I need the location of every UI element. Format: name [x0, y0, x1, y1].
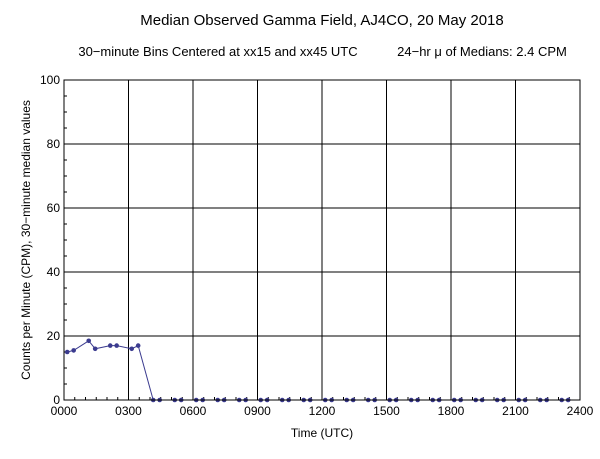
data-point: [107, 343, 113, 348]
x-tick-label: 1800: [438, 404, 465, 418]
series-layer: [64, 338, 571, 403]
y-tick-label: 80: [47, 137, 61, 151]
data-point: [135, 343, 141, 348]
y-tick-label: 60: [47, 201, 61, 215]
x-tick-label: 2400: [567, 404, 594, 418]
y-axis-label: Counts per Minute (CPM), 30−minute media…: [19, 100, 33, 380]
chart-subtitle-bins: 30−minute Bins Centered at xx15 and xx45…: [78, 44, 357, 59]
x-tick-label: 0000: [51, 404, 78, 418]
x-tick-label: 0300: [115, 404, 142, 418]
x-axis-label: Time (UTC): [291, 426, 353, 440]
x-tick-label: 2100: [502, 404, 529, 418]
data-point: [64, 349, 70, 355]
data-point: [129, 346, 135, 352]
chart-title: Median Observed Gamma Field, AJ4CO, 20 M…: [140, 12, 504, 29]
grid: [64, 80, 580, 400]
data-point: [71, 348, 76, 353]
y-tick-label: 0: [53, 393, 60, 407]
y-tick-label: 100: [40, 73, 60, 87]
x-tick-label: 1500: [373, 404, 400, 418]
data-point: [86, 338, 92, 344]
chart-subtitle-mean: 24−hr μ of Medians: 2.4 CPM: [397, 44, 567, 59]
x-tick-label: 0600: [180, 404, 207, 418]
series-line: [67, 340, 569, 401]
y-axis: 0 20 40 60 80 100: [40, 73, 67, 407]
plot-frame: [63, 79, 581, 401]
y-tick-label: 20: [47, 329, 61, 343]
x-tick-label: 1200: [309, 404, 336, 418]
y-tick-label: 40: [47, 265, 61, 279]
x-tick-label: 0900: [244, 404, 271, 418]
x-axis: 0000 0300 0600 0900 1200 1500 1800 2100 2400: [51, 397, 594, 418]
data-point: [92, 346, 98, 352]
data-point: [114, 343, 119, 348]
